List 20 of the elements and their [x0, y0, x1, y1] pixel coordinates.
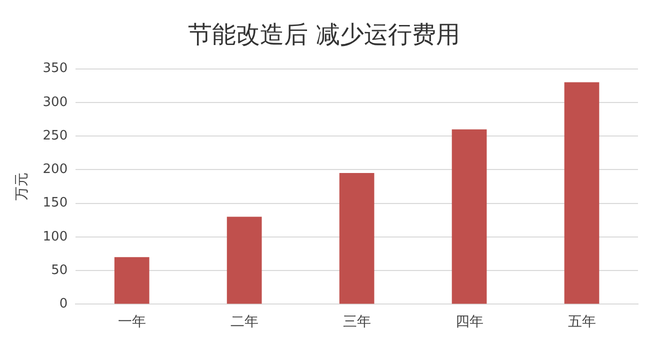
chart-title: 节能改造后 减少运行费用: [188, 20, 460, 49]
y-tick-label: 150: [42, 196, 68, 211]
y-tick-label: 350: [42, 61, 68, 76]
bar: [114, 257, 150, 304]
bar: [564, 82, 600, 304]
bar: [452, 129, 487, 304]
y-tick-label: 50: [51, 262, 68, 278]
x-tick-label: 二年: [230, 314, 258, 330]
y-tick-label: 200: [42, 162, 68, 178]
bar: [339, 173, 374, 304]
y-tick-label: 250: [42, 128, 68, 144]
y-tick-label: 100: [42, 229, 68, 244]
x-tick-label: 三年: [342, 314, 371, 330]
x-tick-label: 四年: [455, 314, 484, 330]
bar: [226, 216, 262, 304]
x-tick-label: 五年: [568, 314, 596, 330]
x-tick-label: 一年: [118, 314, 146, 330]
y-tick-label: 0: [59, 296, 68, 312]
y-axis-title: 万元: [14, 172, 30, 200]
y-tick-label: 300: [42, 94, 68, 110]
